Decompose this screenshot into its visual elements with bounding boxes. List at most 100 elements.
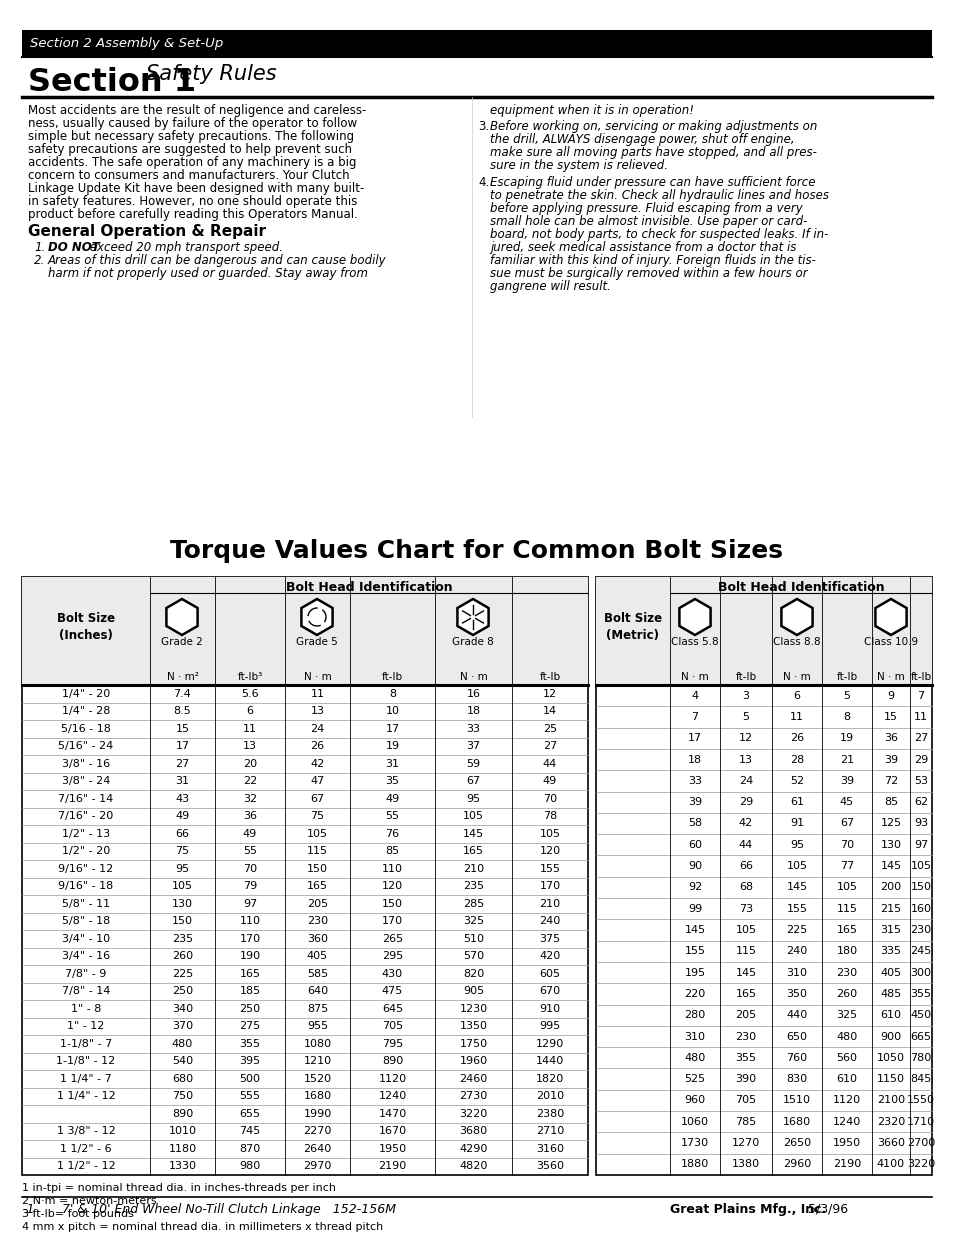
Text: 360: 360 xyxy=(307,934,328,944)
Text: 960: 960 xyxy=(683,1095,705,1105)
Text: 24: 24 xyxy=(739,776,752,785)
Text: 15: 15 xyxy=(883,711,897,722)
Text: N · m²: N · m² xyxy=(167,672,198,682)
Text: 1680: 1680 xyxy=(782,1116,810,1126)
Text: Bolt Size
(Metric): Bolt Size (Metric) xyxy=(603,613,661,642)
Polygon shape xyxy=(166,599,197,635)
Text: 4 mm x pitch = nominal thread dia. in millimeters x thread pitch: 4 mm x pitch = nominal thread dia. in mi… xyxy=(22,1221,383,1233)
Text: 480: 480 xyxy=(172,1039,193,1049)
Text: 1180: 1180 xyxy=(169,1144,196,1153)
Text: 820: 820 xyxy=(462,968,483,979)
Text: 3/8" - 16: 3/8" - 16 xyxy=(62,758,110,768)
Polygon shape xyxy=(875,599,905,635)
Text: 145: 145 xyxy=(735,967,756,978)
Text: 78: 78 xyxy=(542,811,557,821)
Text: 5/16 - 18: 5/16 - 18 xyxy=(61,724,111,734)
Text: 1680: 1680 xyxy=(303,1092,332,1102)
Text: 18: 18 xyxy=(466,706,480,716)
Text: 170: 170 xyxy=(381,916,402,926)
Text: familiar with this kind of injury. Foreign fluids in the tis-: familiar with this kind of injury. Forei… xyxy=(490,254,815,267)
Text: 355: 355 xyxy=(909,989,930,999)
Text: 300: 300 xyxy=(909,967,930,978)
Text: N · m: N · m xyxy=(876,672,904,682)
Text: 1 1/2" - 6: 1 1/2" - 6 xyxy=(60,1144,112,1153)
Text: 165: 165 xyxy=(307,882,328,892)
Text: 36: 36 xyxy=(243,811,256,821)
Text: accidents. The safe operation of any machinery is a big: accidents. The safe operation of any mac… xyxy=(28,156,356,169)
Text: 670: 670 xyxy=(538,987,560,997)
Text: 1120: 1120 xyxy=(832,1095,861,1105)
Text: 79: 79 xyxy=(243,882,257,892)
Text: 7: 7 xyxy=(691,711,698,722)
Text: 105: 105 xyxy=(539,829,560,839)
Text: 760: 760 xyxy=(785,1052,807,1063)
Text: 115: 115 xyxy=(735,946,756,956)
Text: 7: 7 xyxy=(917,690,923,700)
Text: 480: 480 xyxy=(683,1052,705,1063)
Text: 70: 70 xyxy=(243,863,256,873)
Text: 105: 105 xyxy=(735,925,756,935)
Text: 3/4" - 10: 3/4" - 10 xyxy=(62,934,110,944)
Text: 37: 37 xyxy=(466,741,480,751)
Text: 9: 9 xyxy=(886,690,894,700)
Text: 26: 26 xyxy=(310,741,324,751)
Text: 32: 32 xyxy=(243,794,256,804)
Bar xyxy=(596,577,931,685)
Text: 9/16" - 18: 9/16" - 18 xyxy=(58,882,113,892)
Text: 900: 900 xyxy=(880,1031,901,1041)
Text: 275: 275 xyxy=(239,1021,260,1031)
Text: 2010: 2010 xyxy=(536,1092,563,1102)
Text: 500: 500 xyxy=(239,1073,260,1084)
Text: 525: 525 xyxy=(683,1074,705,1084)
Text: 570: 570 xyxy=(462,951,483,961)
Text: 155: 155 xyxy=(684,946,705,956)
Text: 1-1/8" - 12: 1-1/8" - 12 xyxy=(56,1056,115,1066)
Text: N · m: N · m xyxy=(680,672,708,682)
Text: 125: 125 xyxy=(880,819,901,829)
Text: 120: 120 xyxy=(538,846,560,856)
Text: 230: 230 xyxy=(909,925,930,935)
Text: 33: 33 xyxy=(466,724,480,734)
Text: 4290: 4290 xyxy=(458,1144,487,1153)
Text: 95: 95 xyxy=(466,794,480,804)
Text: 9/16" - 12: 9/16" - 12 xyxy=(58,863,113,873)
Text: 605: 605 xyxy=(539,968,560,979)
Text: 150: 150 xyxy=(172,916,193,926)
Text: 1240: 1240 xyxy=(832,1116,861,1126)
Text: Escaping fluid under pressure can have sufficient force: Escaping fluid under pressure can have s… xyxy=(490,177,815,189)
Text: 8.5: 8.5 xyxy=(173,706,192,716)
Text: 475: 475 xyxy=(381,987,403,997)
Text: Section 1: Section 1 xyxy=(28,67,196,98)
Text: 185: 185 xyxy=(239,987,260,997)
Text: 1-1/8" - 7: 1-1/8" - 7 xyxy=(60,1039,112,1049)
Text: 120: 120 xyxy=(381,882,402,892)
Text: 6: 6 xyxy=(246,706,253,716)
Text: 95: 95 xyxy=(789,840,803,850)
Text: 2190: 2190 xyxy=(378,1161,406,1171)
Text: 260: 260 xyxy=(172,951,193,961)
Text: 205: 205 xyxy=(307,899,328,909)
Text: 3 ft-lb= foot pounds: 3 ft-lb= foot pounds xyxy=(22,1209,133,1219)
Text: 10.9: 10.9 xyxy=(879,613,902,621)
Text: equipment when it is in operation!: equipment when it is in operation! xyxy=(490,104,693,117)
Text: 10: 10 xyxy=(385,706,399,716)
Text: 13: 13 xyxy=(310,706,324,716)
Text: 310: 310 xyxy=(684,1031,705,1041)
Text: Grade 2: Grade 2 xyxy=(161,637,203,647)
Text: 35: 35 xyxy=(385,777,399,787)
Text: 2700: 2700 xyxy=(906,1137,934,1149)
Text: 12: 12 xyxy=(542,689,557,699)
Text: 265: 265 xyxy=(381,934,402,944)
Text: 19: 19 xyxy=(839,734,853,743)
Text: 875: 875 xyxy=(307,1004,328,1014)
Text: 830: 830 xyxy=(785,1074,807,1084)
Text: 405: 405 xyxy=(880,967,901,978)
Text: 1710: 1710 xyxy=(906,1116,934,1126)
Text: 14: 14 xyxy=(542,706,557,716)
Text: 1230: 1230 xyxy=(459,1004,487,1014)
Text: 955: 955 xyxy=(307,1021,328,1031)
Text: Bolt Head Identification: Bolt Head Identification xyxy=(717,580,883,594)
Text: 90: 90 xyxy=(687,861,701,871)
Text: 405: 405 xyxy=(307,951,328,961)
Text: 2 N·m = newton-meters: 2 N·m = newton-meters xyxy=(22,1195,156,1207)
